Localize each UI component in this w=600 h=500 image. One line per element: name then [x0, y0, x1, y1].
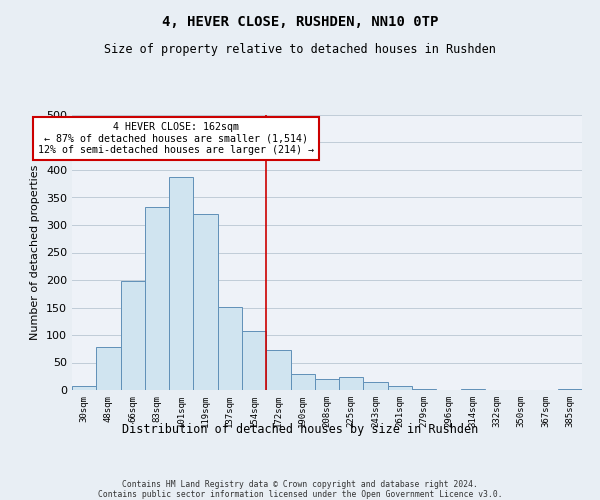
Bar	[266, 350, 290, 390]
Bar	[242, 330, 266, 390]
Bar	[388, 386, 412, 390]
Bar	[121, 281, 145, 390]
Bar	[339, 378, 364, 390]
Y-axis label: Number of detached properties: Number of detached properties	[31, 165, 40, 340]
Bar	[96, 347, 121, 390]
Bar	[364, 382, 388, 390]
Bar	[290, 374, 315, 390]
Bar	[169, 176, 193, 390]
Text: Distribution of detached houses by size in Rushden: Distribution of detached houses by size …	[122, 422, 478, 436]
Bar	[193, 214, 218, 390]
Text: 4 HEVER CLOSE: 162sqm
← 87% of detached houses are smaller (1,514)
12% of semi-d: 4 HEVER CLOSE: 162sqm ← 87% of detached …	[38, 122, 314, 155]
Text: Size of property relative to detached houses in Rushden: Size of property relative to detached ho…	[104, 42, 496, 56]
Bar	[218, 307, 242, 390]
Text: 4, HEVER CLOSE, RUSHDEN, NN10 0TP: 4, HEVER CLOSE, RUSHDEN, NN10 0TP	[162, 15, 438, 29]
Text: Contains HM Land Registry data © Crown copyright and database right 2024.
Contai: Contains HM Land Registry data © Crown c…	[98, 480, 502, 500]
Bar	[145, 208, 169, 390]
Bar	[412, 389, 436, 390]
Bar	[315, 379, 339, 390]
Bar	[72, 386, 96, 390]
